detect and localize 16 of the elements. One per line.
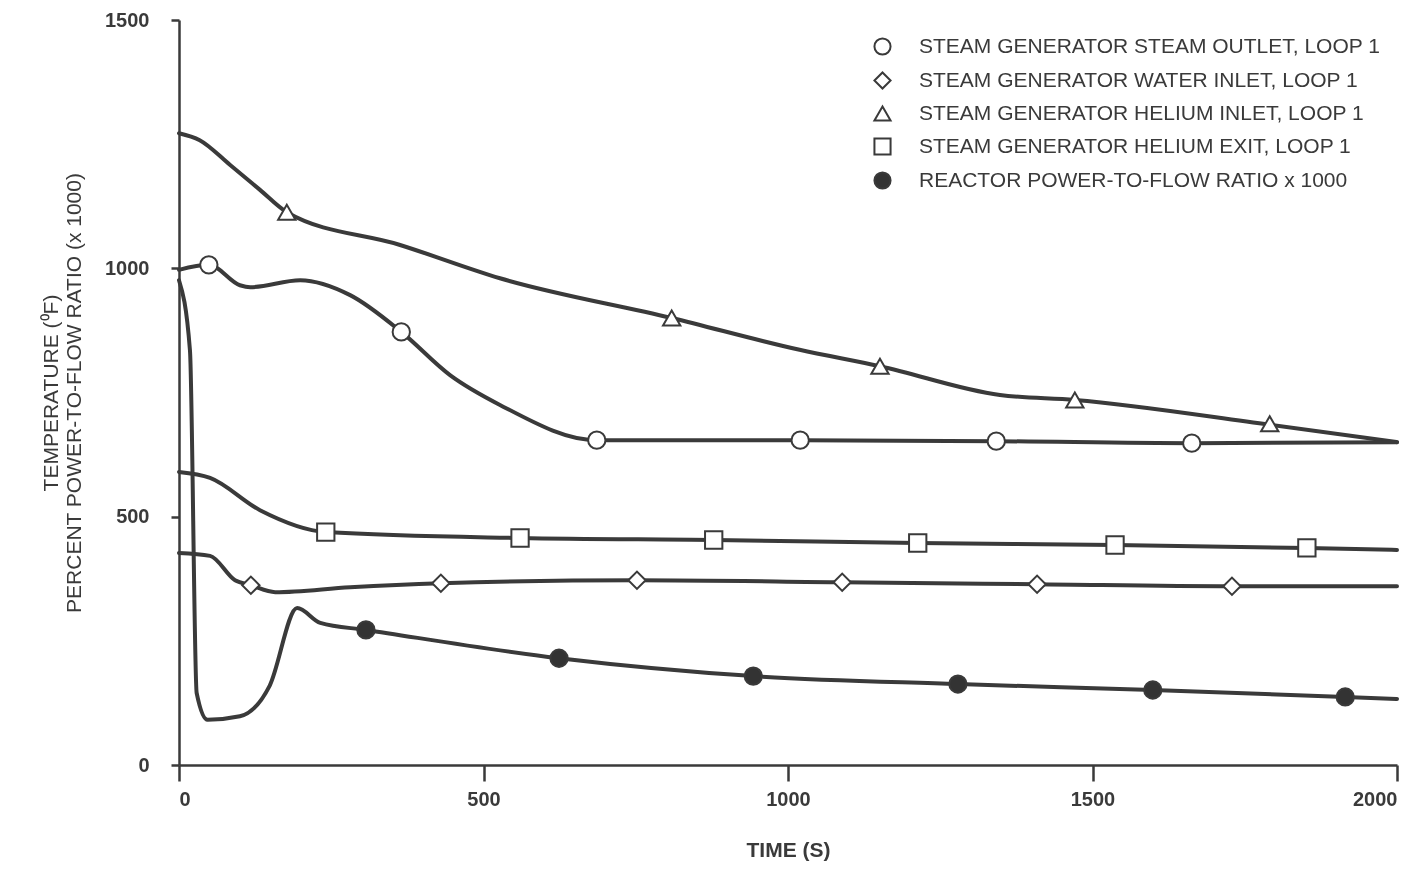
y-tick-label: 1000 — [105, 256, 150, 279]
legend-label: STEAM GENERATOR HELIUM EXIT, LOOP 1 — [919, 133, 1351, 157]
y-axis-title: TEMPERATURE (⁰F) PERCENT POWER-TO-FLOW RATIO (x 1000) — [39, 173, 86, 613]
y-tick-label: 1500 — [105, 8, 150, 31]
x-tick-label: 1000 — [766, 787, 811, 810]
y-tick-label: 500 — [116, 505, 150, 528]
legend-label: STEAM GENERATOR WATER INLET, LOOP 1 — [919, 67, 1358, 91]
x-tick-label: 2000 — [1353, 787, 1398, 810]
legend-label: STEAM GENERATOR STEAM OUTLET, LOOP 1 — [919, 33, 1380, 57]
x-axis-title: TIME (S) — [746, 837, 831, 861]
legend-label: REACTOR POWER-TO-FLOW RATIO x 1000 — [919, 167, 1348, 191]
legend-label: STEAM GENERATOR HELIUM INLET, LOOP 1 — [919, 100, 1364, 124]
y-tick-label: 0 — [138, 753, 150, 776]
x-tick-label: 0 — [179, 787, 191, 810]
x-tick-label: 500 — [467, 787, 501, 810]
x-tick-label: 1500 — [1070, 787, 1116, 810]
